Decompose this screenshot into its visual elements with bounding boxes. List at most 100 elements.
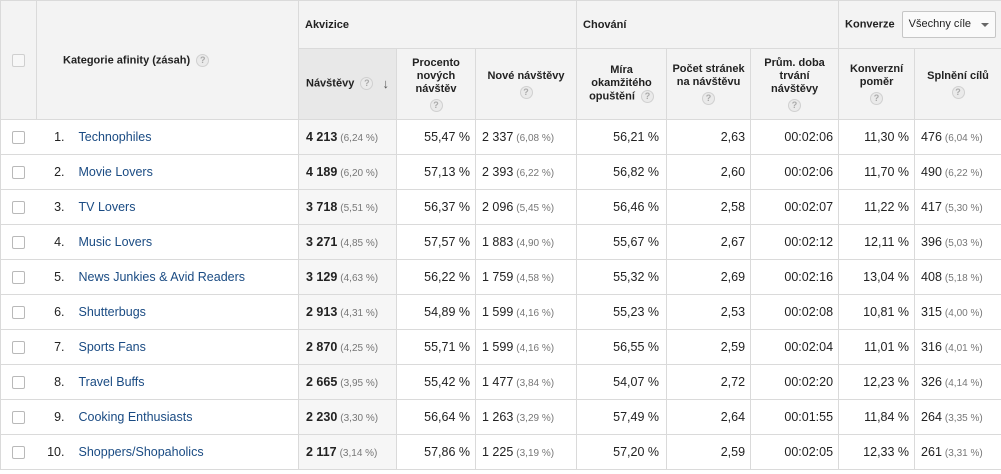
row-checkbox[interactable] bbox=[12, 411, 26, 425]
bounce-cell: 55,32 % bbox=[576, 259, 668, 295]
category-link[interactable]: Movie Lovers bbox=[78, 165, 153, 179]
conv-rate-cell: 10,81 % bbox=[838, 294, 916, 330]
visits-share: (6,24 %) bbox=[340, 133, 379, 144]
select-all-checkbox[interactable] bbox=[12, 53, 25, 67]
help-icon[interactable]: ? bbox=[519, 85, 533, 99]
category-cell: 5. News Junkies & Avid Readers bbox=[36, 259, 299, 295]
row-index: 3. bbox=[54, 200, 65, 214]
conv-rate-cell: 11,70 % bbox=[838, 154, 916, 190]
visits-value: 4 189 bbox=[306, 165, 338, 179]
category-link[interactable]: TV Lovers bbox=[78, 200, 136, 214]
row-index: 10. bbox=[47, 445, 65, 459]
col-visits-header[interactable]: Návštěvy ? ↓ bbox=[298, 48, 397, 120]
visits-cell: 3 271 (4,85 %) bbox=[298, 224, 397, 260]
category-link[interactable]: Cooking Enthusiasts bbox=[78, 410, 193, 424]
help-icon[interactable]: ? bbox=[640, 90, 654, 104]
bounce-cell: 55,67 % bbox=[576, 224, 668, 260]
row-checkbox[interactable] bbox=[12, 166, 26, 180]
goals-cell: 261 (3,31 %) bbox=[914, 434, 1001, 470]
table-row: 5. News Junkies & Avid Readers 3 129 (4,63… bbox=[0, 259, 1001, 295]
duration-cell: 00:02:08 bbox=[750, 294, 840, 330]
help-icon[interactable]: ? bbox=[951, 85, 965, 99]
conv-rate-cell: 13,04 % bbox=[838, 259, 916, 295]
pages-cell: 2,59 bbox=[666, 329, 752, 365]
chevron-down-icon bbox=[980, 23, 989, 27]
row-checkbox[interactable] bbox=[12, 271, 26, 285]
category-link[interactable]: Shoppers/Shopaholics bbox=[78, 445, 204, 459]
row-select-cell bbox=[0, 224, 37, 260]
sort-desc-icon[interactable]: ↓ bbox=[382, 76, 389, 92]
col-pages-header[interactable]: Počet stránek na návštěvu ? bbox=[666, 48, 752, 120]
goals-cell: 264 (3,35 %) bbox=[914, 399, 1001, 435]
new-visits-cell: 1 599 (4,16 %) bbox=[474, 329, 578, 365]
bounce-cell: 56,55 % bbox=[576, 329, 668, 365]
row-select-cell bbox=[0, 119, 37, 155]
col-new-visits-label: Nové návštěvy bbox=[487, 69, 565, 82]
new-visits-share: (3,29 %) bbox=[516, 413, 555, 424]
visits-cell: 4 213 (6,24 %) bbox=[298, 119, 397, 155]
category-link[interactable]: Sports Fans bbox=[78, 340, 146, 354]
col-goals-header[interactable]: Splnění cílů ? bbox=[914, 48, 1001, 120]
category-link[interactable]: News Junkies & Avid Readers bbox=[78, 270, 246, 284]
new-pct-cell: 56,64 % bbox=[396, 399, 476, 435]
help-icon[interactable]: ? bbox=[870, 92, 884, 105]
category-link[interactable]: Music Lovers bbox=[78, 235, 153, 249]
visits-share: (4,25 %) bbox=[340, 343, 379, 354]
row-select-cell bbox=[0, 189, 37, 225]
row-checkbox[interactable] bbox=[12, 306, 26, 320]
new-visits-value: 1 225 bbox=[482, 445, 514, 459]
table-row: 3. TV Lovers 3 718 (5,51 %) 56,37 % 2 096(… bbox=[0, 189, 1001, 225]
new-visits-cell: 1 759 (4,58 %) bbox=[474, 259, 578, 295]
row-checkbox[interactable] bbox=[12, 201, 26, 215]
row-select-cell bbox=[0, 154, 37, 190]
col-new-pct-header[interactable]: Procento nových návštěv ? bbox=[396, 48, 476, 120]
row-checkbox[interactable] bbox=[12, 376, 26, 390]
pages-cell: 2,67 bbox=[666, 224, 752, 260]
table-body: 1. Technophiles 4 213 (6,24 %) 55,47 % 2 3… bbox=[0, 119, 1001, 470]
new-pct-cell: 55,71 % bbox=[396, 329, 476, 365]
visits-cell: 3 129 (4,63 %) bbox=[298, 259, 397, 295]
new-pct-cell: 55,42 % bbox=[396, 364, 476, 400]
goals-value: 396 bbox=[921, 235, 942, 249]
category-link[interactable]: Technophiles bbox=[78, 130, 152, 144]
category-header-label: Kategorie afinity (zásah) bbox=[63, 53, 191, 66]
goals-value: 476 bbox=[921, 130, 942, 144]
row-checkbox[interactable] bbox=[12, 131, 26, 145]
category-header: Kategorie afinity (zásah) ? bbox=[36, 0, 299, 120]
category-link[interactable]: Shutterbugs bbox=[78, 305, 146, 319]
new-visits-cell: 1 883 (4,90 %) bbox=[474, 224, 578, 260]
col-new-visits-header[interactable]: Nové návštěvy ? bbox=[474, 48, 578, 120]
new-pct-cell: 56,22 % bbox=[396, 259, 476, 295]
help-icon[interactable]: ? bbox=[429, 98, 443, 112]
goals-share: (4,00 %) bbox=[944, 308, 983, 319]
conversions-goal-select[interactable]: Všechny cíle bbox=[901, 11, 996, 38]
row-checkbox[interactable] bbox=[12, 236, 26, 250]
bounce-cell: 56,82 % bbox=[576, 154, 668, 190]
col-conv-rate-header[interactable]: Konverzní poměr ? bbox=[838, 48, 916, 120]
goals-share: (6,04 %) bbox=[944, 133, 983, 144]
col-duration-header[interactable]: Prům. doba trvání návštěvy ? bbox=[750, 48, 840, 120]
visits-value: 2 870 bbox=[306, 340, 338, 354]
col-goals-label: Splnění cílů bbox=[927, 69, 989, 82]
duration-cell: 00:02:05 bbox=[750, 434, 840, 470]
new-visits-cell: 2 393 (6,22 %) bbox=[474, 154, 578, 190]
col-visits-label: Návštěvy bbox=[306, 77, 355, 90]
new-pct-cell: 57,13 % bbox=[396, 154, 476, 190]
row-checkbox[interactable] bbox=[12, 341, 26, 355]
help-icon[interactable]: ? bbox=[360, 77, 374, 91]
category-cell: 2. Movie Lovers bbox=[36, 154, 299, 190]
pages-cell: 2,53 bbox=[666, 294, 752, 330]
col-bounce-header[interactable]: Míra okamžitého opuštění ? bbox=[576, 48, 668, 120]
help-icon[interactable]: ? bbox=[196, 53, 210, 67]
help-icon[interactable]: ? bbox=[788, 98, 802, 112]
help-icon[interactable]: ? bbox=[702, 92, 716, 105]
goals-value: 417 bbox=[921, 200, 942, 214]
row-checkbox[interactable] bbox=[12, 446, 26, 460]
goals-cell: 476 (6,04 %) bbox=[914, 119, 1001, 155]
new-visits-value: 1 599 bbox=[482, 305, 514, 319]
category-link[interactable]: Travel Buffs bbox=[78, 375, 145, 389]
row-index: 6. bbox=[54, 305, 65, 319]
conv-rate-cell: 12,33 % bbox=[838, 434, 916, 470]
conv-rate-cell: 11,30 % bbox=[838, 119, 916, 155]
new-pct-cell: 56,37 % bbox=[396, 189, 476, 225]
